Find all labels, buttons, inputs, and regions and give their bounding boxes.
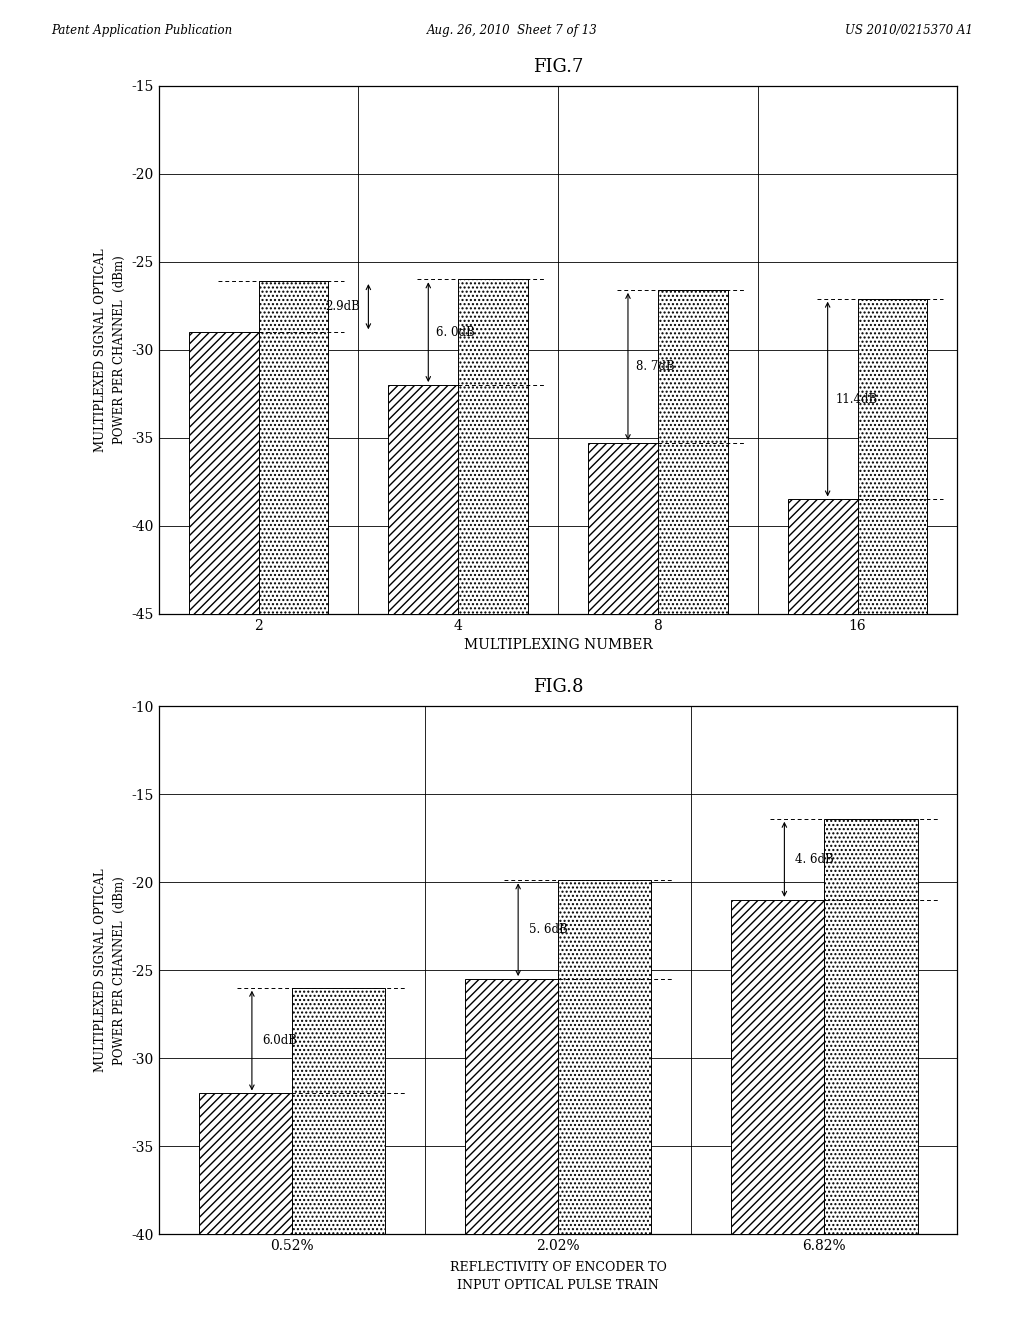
Text: 4. 6dB: 4. 6dB bbox=[795, 853, 834, 866]
Text: 2.9dB: 2.9dB bbox=[326, 300, 360, 313]
Text: 5. 6dB: 5. 6dB bbox=[528, 923, 567, 936]
Text: 8. 7dB: 8. 7dB bbox=[636, 360, 675, 374]
Bar bbox=[188, 333, 258, 614]
Text: 6. 0dB: 6. 0dB bbox=[436, 326, 475, 339]
Bar bbox=[465, 979, 558, 1234]
Title: FIG.8: FIG.8 bbox=[532, 678, 584, 697]
Text: Aug. 26, 2010  Sheet 7 of 13: Aug. 26, 2010 Sheet 7 of 13 bbox=[427, 24, 597, 37]
Bar bbox=[558, 880, 651, 1234]
Bar bbox=[459, 280, 528, 614]
X-axis label: REFLECTIVITY OF ENCODER TO
INPUT OPTICAL PULSE TRAIN: REFLECTIVITY OF ENCODER TO INPUT OPTICAL… bbox=[450, 1262, 667, 1292]
Text: 11.4dB: 11.4dB bbox=[836, 392, 878, 405]
Bar bbox=[258, 281, 329, 614]
X-axis label: MULTIPLEXING NUMBER: MULTIPLEXING NUMBER bbox=[464, 638, 652, 652]
Y-axis label: MULTIPLEXED SIGNAL OPTICAL
POWER PER CHANNEL  (dBm): MULTIPLEXED SIGNAL OPTICAL POWER PER CHA… bbox=[94, 248, 126, 451]
Bar bbox=[787, 499, 858, 614]
Text: US 2010/0215370 A1: US 2010/0215370 A1 bbox=[845, 24, 973, 37]
Bar bbox=[292, 987, 385, 1234]
Y-axis label: MULTIPLEXED SIGNAL OPTICAL
POWER PER CHANNEL  (dBm): MULTIPLEXED SIGNAL OPTICAL POWER PER CHA… bbox=[94, 869, 126, 1072]
Bar bbox=[731, 900, 824, 1234]
Text: 6.0dB: 6.0dB bbox=[262, 1034, 298, 1047]
Text: Patent Application Publication: Patent Application Publication bbox=[51, 24, 232, 37]
Title: FIG.7: FIG.7 bbox=[532, 58, 584, 77]
Bar bbox=[388, 385, 458, 614]
Bar bbox=[657, 290, 728, 614]
Bar bbox=[588, 444, 657, 614]
Bar bbox=[857, 298, 928, 614]
Bar bbox=[199, 1093, 292, 1234]
Bar bbox=[824, 818, 918, 1234]
